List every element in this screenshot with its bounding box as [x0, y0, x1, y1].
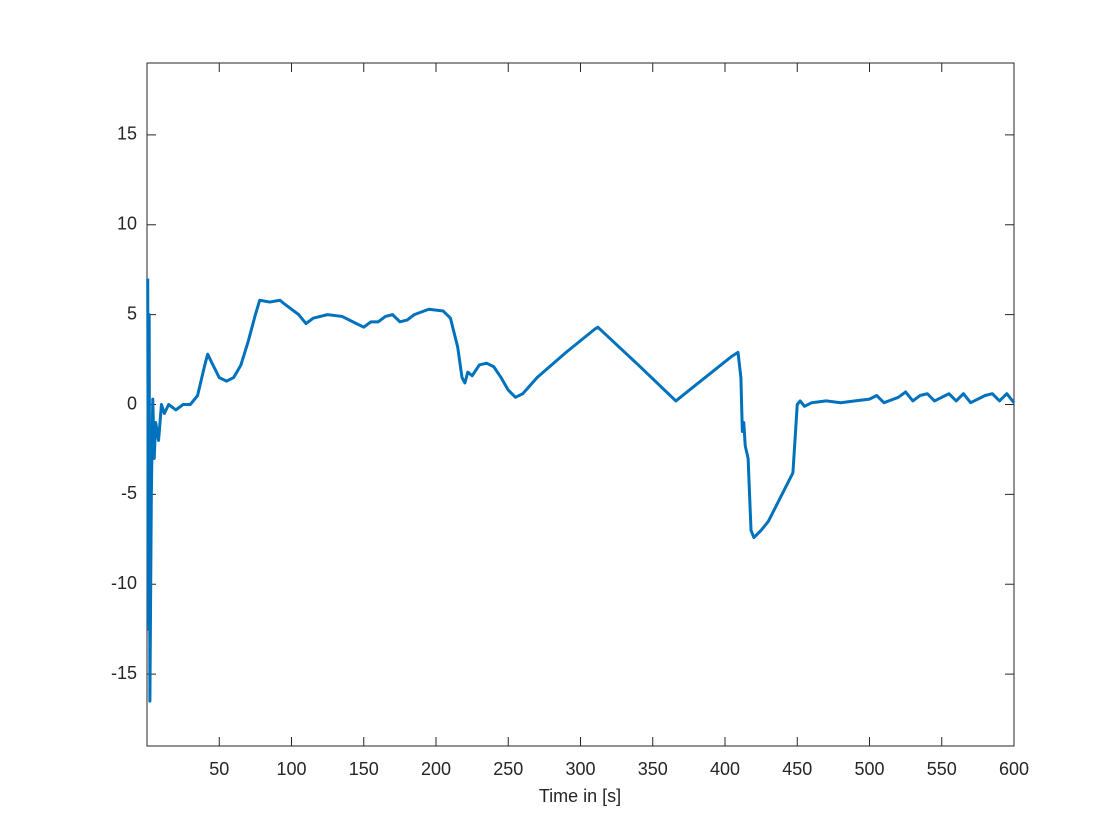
x-tick-label: 500 — [854, 759, 884, 779]
y-tick-label: 15 — [117, 124, 137, 144]
y-tick-label: -15 — [111, 663, 137, 683]
x-tick-label: 400 — [710, 759, 740, 779]
x-tick-label: 100 — [276, 759, 306, 779]
y-tick-label: -10 — [111, 573, 137, 593]
x-tick-label: 250 — [493, 759, 523, 779]
data-line — [146, 278, 1016, 703]
x-tick-label: 300 — [565, 759, 595, 779]
y-tick-label: 0 — [127, 393, 137, 413]
x-tick-label: 200 — [421, 759, 451, 779]
x-tick-label: 350 — [638, 759, 668, 779]
x-tick-label: 550 — [927, 759, 957, 779]
x-tick-label: 450 — [782, 759, 812, 779]
x-tick-label: 600 — [999, 759, 1029, 779]
x-tick-label: 150 — [349, 759, 379, 779]
x-axis-label: Time in [s] — [539, 786, 621, 806]
y-tick-label: -5 — [121, 483, 137, 503]
y-tick-label: 5 — [127, 303, 137, 323]
plot-frame — [146, 62, 1015, 747]
x-tick-label: 50 — [209, 759, 229, 779]
y-tick-label: 10 — [117, 214, 137, 234]
